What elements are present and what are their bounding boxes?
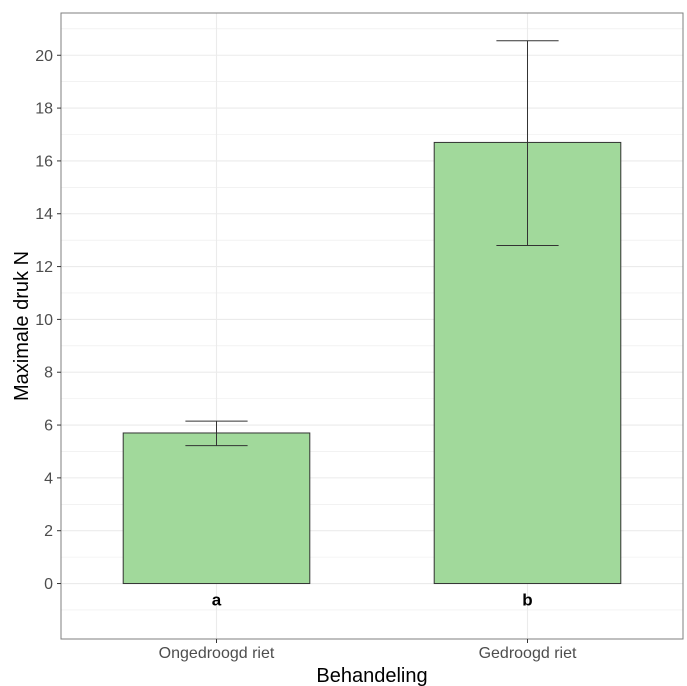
y-tick-label: 4: [44, 470, 53, 487]
x-axis-title: Behandeling: [316, 665, 427, 686]
y-tick-label: 10: [35, 312, 53, 329]
y-tick-label: 6: [44, 418, 53, 435]
y-tick-label: 8: [44, 365, 53, 382]
y-tick-label: 14: [35, 206, 53, 223]
y-tick-label: 0: [44, 576, 53, 593]
y-tick-label: 2: [44, 523, 53, 540]
y-tick-label: 12: [35, 259, 53, 276]
y-tick-label: 18: [35, 101, 53, 118]
y-axis-ticks: 0 2 4 6 8 10 12 14 16 18 20: [35, 48, 61, 593]
significance-label-2: b: [522, 591, 532, 610]
y-tick-label: 16: [35, 153, 53, 170]
panel-border: [60, 12, 684, 640]
x-tick-label: Ongedroogd riet: [159, 645, 275, 662]
y-tick-label: 20: [35, 48, 53, 65]
error-bars: [185, 40, 559, 447]
y-axis-title: Maximale druk N: [11, 251, 33, 401]
significance-label-1: a: [212, 591, 222, 610]
bar-1: [122, 432, 311, 585]
x-tick-label: Gedroogd riet: [479, 645, 577, 662]
x-axis-ticks: Ongedroogd riet Gedroogd riet: [159, 639, 577, 662]
